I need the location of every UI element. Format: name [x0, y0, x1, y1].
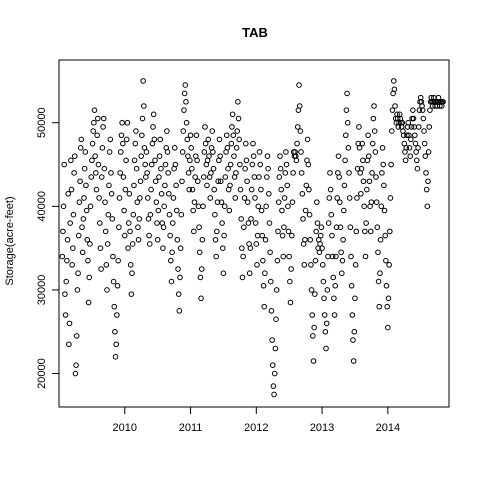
x-tick-label: 2013 — [310, 422, 334, 434]
x-tick-label: 2011 — [179, 422, 203, 434]
x-tick-label: 2014 — [376, 422, 400, 434]
x-tick-label: 2012 — [244, 422, 268, 434]
x-tick-label: 2010 — [113, 422, 137, 434]
y-axis-label: Storage(acre-feet) — [4, 196, 16, 285]
y-tick-label: 50000 — [36, 107, 48, 138]
y-tick-label: 40000 — [36, 191, 48, 222]
y-tick-label: 20000 — [36, 358, 48, 389]
y-tick-label: 30000 — [36, 275, 48, 306]
chart-title: TAB — [242, 25, 268, 40]
